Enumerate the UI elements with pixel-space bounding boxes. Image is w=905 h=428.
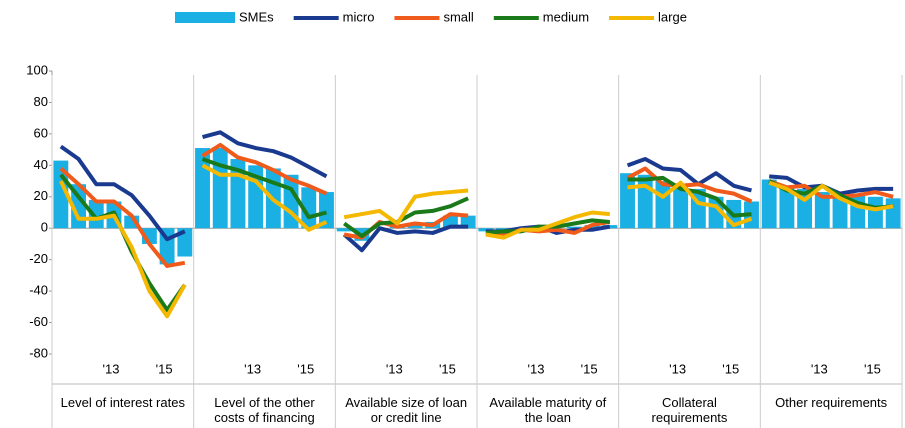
legend-label: medium [543, 9, 589, 24]
x-tick-label: '15 [864, 361, 881, 376]
line [626, 157, 752, 193]
y-tick-label: 60 [34, 125, 48, 140]
line [342, 224, 469, 253]
legend-label: SMEs [239, 9, 274, 24]
line [202, 130, 328, 179]
bar [761, 179, 777, 229]
y-tick-label: -20 [29, 251, 48, 266]
bar [832, 193, 848, 229]
bar [566, 226, 582, 229]
bar [673, 184, 689, 229]
line [343, 196, 469, 239]
line [201, 163, 328, 232]
line [626, 166, 753, 204]
line [59, 144, 186, 242]
x-tick-label: '13 [103, 361, 120, 376]
x-tick-label: '15 [156, 361, 173, 376]
x-tick-label: '15 [581, 361, 598, 376]
bar [655, 181, 671, 229]
legend-label: large [658, 9, 687, 24]
y-tick-label: 80 [34, 94, 48, 109]
bar [407, 223, 423, 229]
bar [319, 192, 334, 229]
line [59, 166, 186, 268]
y-tick-label: 0 [41, 220, 48, 235]
bar [637, 174, 653, 229]
line [485, 210, 610, 240]
legend-swatch [175, 12, 235, 23]
x-tick-label: '13 [244, 361, 261, 376]
line [627, 180, 753, 228]
bar [88, 199, 104, 229]
legend-label: small [443, 9, 473, 24]
x-tick-label: '15 [722, 361, 739, 376]
bar [868, 196, 883, 229]
y-tick-label: -40 [29, 283, 48, 298]
line [201, 157, 327, 220]
y-tick-label: 20 [34, 188, 48, 203]
group-label: Collateral requirements [651, 395, 728, 425]
x-tick-label: '13 [669, 361, 686, 376]
group-label: Level of interest rates [60, 395, 185, 410]
group-label: Available maturity of the loan [489, 395, 607, 425]
bar [177, 228, 193, 257]
group-label: Level of the other costs of financing [214, 395, 315, 425]
x-tick-label: '13 [811, 361, 828, 376]
x-tick-label: '15 [439, 361, 456, 376]
x-tick-label: '15 [297, 361, 314, 376]
line [59, 180, 187, 319]
group-label: Other requirements [775, 395, 888, 410]
bar [885, 198, 901, 229]
bar [212, 148, 228, 229]
line [768, 179, 894, 199]
x-tick-label: '13 [386, 361, 403, 376]
line [343, 188, 469, 226]
line [768, 180, 894, 212]
bar [779, 185, 795, 229]
line [485, 219, 611, 237]
group-label: Available size of loan or credit line [345, 395, 468, 425]
y-tick-label: -80 [29, 345, 48, 360]
line [201, 142, 328, 196]
legend-label: micro [343, 9, 375, 24]
y-tick-label: -60 [29, 314, 48, 329]
x-tick-label: '13 [528, 361, 545, 376]
bar [336, 228, 352, 232]
y-tick-label: 100 [26, 62, 48, 77]
y-tick-label: 40 [34, 157, 48, 172]
bar [814, 192, 830, 229]
